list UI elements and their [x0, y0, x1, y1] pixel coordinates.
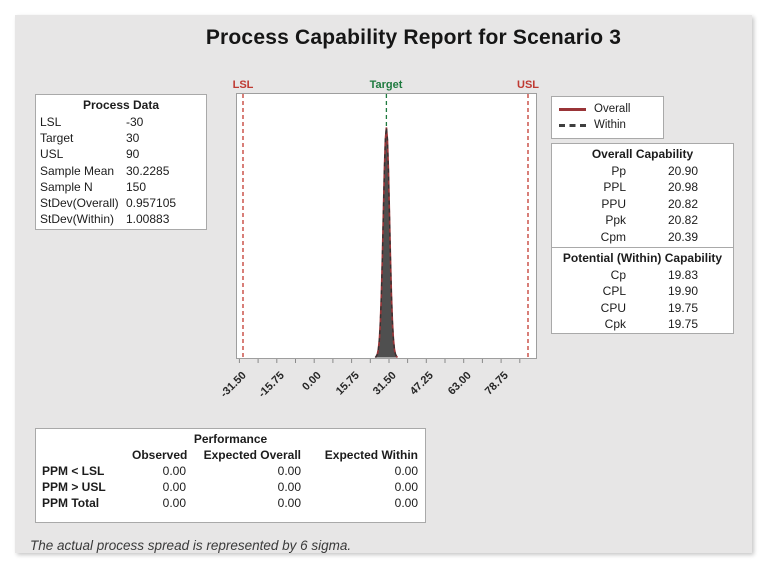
col-expected-within: Expected Within [324, 448, 418, 462]
legend-label: Overall [594, 103, 631, 115]
row-value: 0.957105 [126, 196, 177, 211]
usl-label: USL [517, 79, 539, 91]
overall-line-sample [559, 107, 586, 111]
within-capability-header: Potential (Within) Capability [562, 251, 723, 266]
stat-value: 20.82 [667, 213, 698, 228]
performance-row: PPM Total 0.00 0.00 0.00 [36, 495, 425, 511]
performance-row: PPM > USL 0.00 0.00 0.00 [36, 479, 425, 495]
cell: 0.00 [394, 464, 418, 478]
performance-box: Performance Observed Expected Overall Ex… [35, 428, 426, 523]
stat-value: 19.83 [667, 268, 698, 283]
row-value: 30 [126, 131, 140, 146]
capability-box: Overall Capability Pp 20.90 PPL 20.98 PP… [551, 143, 734, 334]
process-data-row: Sample N 150 [40, 179, 202, 195]
stat-label: Cp [610, 268, 626, 283]
row-value: 150 [126, 179, 147, 194]
legend-item-within: Within [559, 117, 656, 133]
row-label: PPM < LSL [42, 464, 105, 478]
capability-row: Cpm 20.39 [552, 229, 733, 245]
process-data-box: Process Data LSL -30 Target 30 USL 90 Sa… [35, 94, 207, 230]
overall-curve [374, 127, 399, 359]
cell: 0.00 [277, 464, 301, 478]
performance-columns: Observed Expected Overall Expected Withi… [36, 447, 425, 463]
stat-label: Ppk [605, 213, 626, 228]
capability-row: Cp 19.83 [552, 267, 733, 283]
stat-label: Pp [611, 164, 626, 178]
stat-value: 20.39 [667, 229, 698, 244]
row-value: -30 [126, 115, 144, 129]
row-label: LSL [40, 115, 62, 129]
capability-row: CPU 19.75 [552, 300, 733, 316]
row-label: Sample N [40, 179, 93, 194]
footnote: The actual process spread is represented… [30, 538, 352, 553]
row-label: StDev(Within) [40, 212, 115, 227]
cell: 0.00 [394, 496, 418, 511]
col-expected-overall: Expected Overall [203, 448, 301, 462]
process-data-row: StDev(Overall) 0.957105 [40, 195, 202, 211]
process-data-row: USL 90 [40, 146, 202, 162]
stat-value: 19.90 [667, 284, 698, 299]
stat-label: CPL [602, 284, 626, 299]
stat-value: 20.98 [667, 180, 698, 195]
stat-value: 19.75 [667, 317, 698, 332]
capability-row: Cpk 19.75 [552, 316, 733, 332]
capability-row: CPL 19.90 [552, 283, 733, 299]
stat-label: CPU [600, 300, 626, 315]
cell: 0.00 [162, 480, 186, 495]
report-panel: Process Capability Report for Scenario 3… [15, 15, 752, 553]
legend-box: Overall Within [551, 96, 664, 139]
capability-row: PPU 20.82 [552, 196, 733, 212]
cell: 0.00 [394, 480, 418, 495]
within-line-sample [559, 123, 586, 127]
row-label: USL [40, 147, 64, 162]
stat-value: 20.90 [667, 164, 698, 178]
stat-label: Cpm [600, 229, 626, 244]
performance-row: PPM < LSL 0.00 0.00 0.00 [36, 463, 425, 479]
stat-label: PPU [601, 196, 626, 211]
stat-label: PPL [603, 180, 626, 195]
cell: 0.00 [277, 496, 301, 511]
row-label: Target [40, 131, 74, 146]
cell: 0.00 [277, 480, 301, 495]
histogram-spike [375, 127, 398, 358]
stat-label: Cpk [604, 317, 626, 332]
capability-row: Pp 20.90 [552, 163, 733, 179]
process-data-row: Target 30 [40, 130, 202, 146]
capability-histogram [236, 93, 537, 363]
stat-value: 19.75 [667, 300, 698, 315]
stat-value: 20.82 [667, 196, 698, 211]
legend-item-overall: Overall [559, 101, 656, 117]
cell: 0.00 [162, 464, 186, 478]
row-label: Sample Mean [40, 163, 115, 178]
overall-capability-header: Overall Capability [591, 147, 694, 161]
row-label: PPM Total [42, 496, 100, 511]
capability-row: PPL 20.98 [552, 179, 733, 195]
row-value: 90 [126, 147, 140, 162]
row-value: 30.2285 [126, 163, 170, 178]
process-data-row: Sample Mean 30.2285 [40, 163, 202, 179]
performance-header: Performance [193, 432, 268, 446]
col-observed: Observed [132, 448, 188, 462]
row-label: PPM > USL [42, 480, 106, 495]
process-data-header: Process Data [82, 98, 160, 112]
row-value: 1.00883 [126, 212, 170, 227]
process-data-row: StDev(Within) 1.00883 [40, 211, 202, 227]
capability-row: Ppk 20.82 [552, 212, 733, 228]
target-label: Target [369, 79, 403, 91]
process-data-row: LSL -30 [40, 114, 202, 130]
legend-label: Within [594, 119, 626, 131]
page-title: Process Capability Report for Scenario 3 [15, 26, 752, 50]
title-text: Process Capability Report for [205, 26, 507, 49]
section-divider [552, 247, 733, 249]
row-label: StDev(Overall) [40, 196, 119, 211]
x-axis-ticks [238, 359, 521, 363]
lsl-label: LSL [232, 79, 254, 91]
cell: 0.00 [162, 496, 186, 511]
title-subject: Scenario 3 [512, 26, 622, 49]
